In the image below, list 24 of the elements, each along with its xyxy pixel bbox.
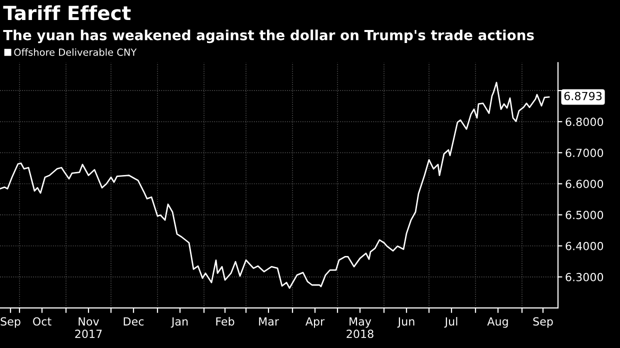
y-tick-label: 6.8000 xyxy=(566,118,604,126)
line-series xyxy=(0,82,550,289)
x-tick-label: Jan xyxy=(170,317,188,328)
x-tick-label: Mar xyxy=(259,317,279,326)
x-tick-label: Jul xyxy=(444,317,458,328)
x-tick-label: May 2018 xyxy=(346,317,374,338)
x-tick-label: Aug xyxy=(487,317,508,328)
chart-subtitle: The yuan has weakened against the dollar on Trump's trade actions xyxy=(3,30,534,44)
x-tick-label: Nov 2017 xyxy=(75,317,102,338)
x-tick-label: Jun xyxy=(397,317,414,328)
y-tick-label: 6.5000 xyxy=(566,210,604,220)
x-tick-label: Oct xyxy=(33,317,52,326)
x-tick-label: Apr xyxy=(305,317,325,328)
x-tick-label: Dec xyxy=(124,317,144,326)
y-tick-label: 6.6000 xyxy=(566,180,604,188)
legend-label: Offshore Deliverable CNY xyxy=(14,48,137,56)
chart-title: Tariff Effect xyxy=(3,5,131,20)
annotation: 6.8793 xyxy=(564,92,602,100)
y-tick-label: 6.4000 xyxy=(566,242,604,250)
x-tick-label: Feb xyxy=(216,317,234,326)
x-tick-label: Sep xyxy=(0,317,20,328)
y-tick-label: 6.3000 xyxy=(566,272,604,282)
y-tick-label: 6.7000 xyxy=(566,148,604,158)
x-tick-label: Sep xyxy=(533,317,553,328)
